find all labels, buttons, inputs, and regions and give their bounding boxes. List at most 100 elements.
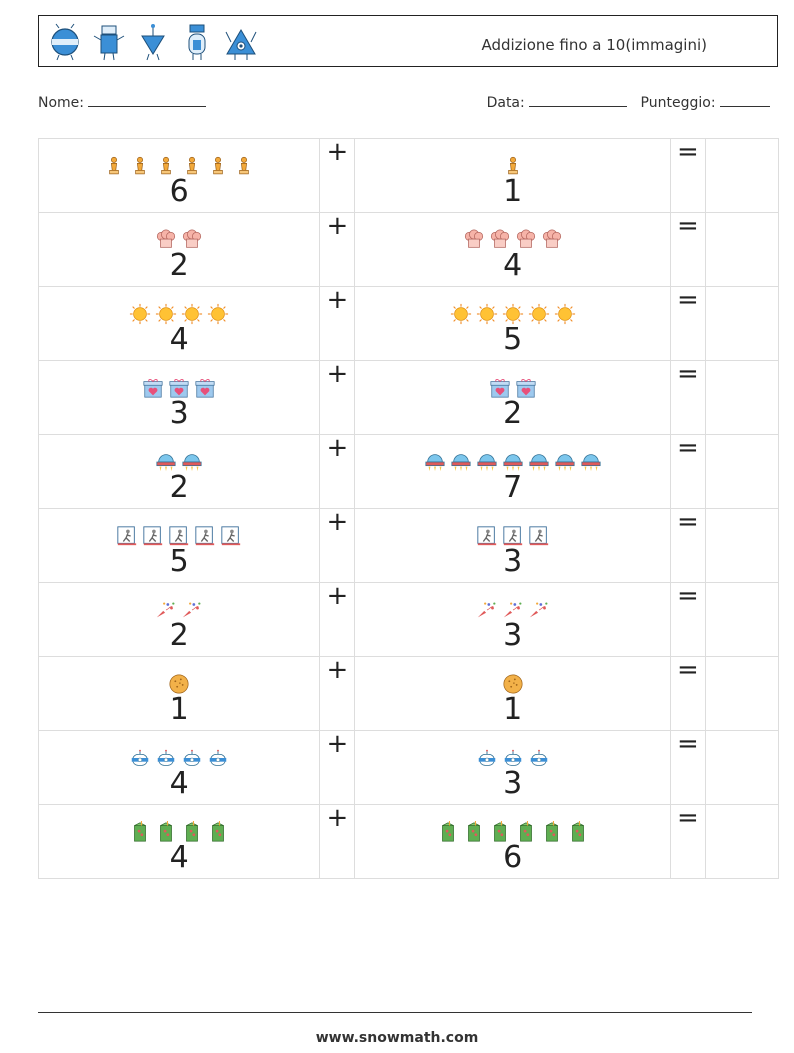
right-picture-group bbox=[355, 815, 669, 845]
equals-cell: = bbox=[669, 137, 706, 213]
answer-cell[interactable] bbox=[704, 656, 780, 731]
left-operand-cell: 6 bbox=[37, 138, 321, 213]
exit-sign-icon bbox=[528, 525, 550, 549]
name-label: Nome: bbox=[38, 95, 85, 111]
ufo-icon bbox=[181, 451, 203, 475]
answer-cell[interactable] bbox=[704, 508, 780, 583]
sun-icon bbox=[476, 303, 498, 327]
equals-cell: = bbox=[669, 582, 706, 657]
right-number: 5 bbox=[503, 322, 523, 357]
answer-cell[interactable] bbox=[704, 138, 780, 213]
score-label: Punteggio: bbox=[640, 95, 716, 111]
left-operand-cell: 2 bbox=[37, 582, 321, 657]
equals-cell: = bbox=[669, 211, 706, 287]
right-operand-cell: 3 bbox=[354, 508, 671, 583]
equals-cell: = bbox=[669, 434, 706, 509]
plus-sign: + bbox=[326, 581, 349, 611]
plus-sign: + bbox=[326, 137, 349, 167]
left-operand-cell: 4 bbox=[37, 286, 321, 361]
left-operand-cell: 2 bbox=[37, 212, 321, 287]
ufo-icon bbox=[155, 451, 177, 475]
juice-box-icon bbox=[567, 821, 589, 845]
left-number: 5 bbox=[169, 544, 189, 579]
party-popper-icon bbox=[181, 599, 203, 623]
exit-sign-icon bbox=[502, 525, 524, 549]
answer-cell[interactable] bbox=[704, 434, 780, 509]
plus-cell: + bbox=[319, 656, 356, 731]
robot-icons-group bbox=[47, 22, 259, 62]
robot-eye-icon bbox=[225, 29, 257, 60]
left-picture-group bbox=[39, 741, 319, 771]
equals-cell: = bbox=[669, 730, 706, 805]
left-picture-group bbox=[39, 297, 319, 327]
equals-sign: = bbox=[676, 211, 699, 241]
date-blank[interactable] bbox=[529, 92, 628, 107]
left-picture-group bbox=[39, 667, 319, 697]
right-picture-group bbox=[355, 667, 669, 697]
score-blank[interactable] bbox=[720, 92, 770, 107]
problem-row: 3 +2 = bbox=[37, 360, 780, 435]
equals-sign: = bbox=[676, 137, 699, 167]
plus-cell: + bbox=[319, 137, 356, 213]
name-field: Nome: bbox=[38, 92, 207, 111]
date-score-group: Data: Punteggio: bbox=[487, 92, 770, 111]
juice-box-icon bbox=[181, 821, 203, 845]
juice-box-icon bbox=[155, 821, 177, 845]
chess-pawn-icon bbox=[181, 155, 203, 179]
gift-box-icon bbox=[515, 377, 537, 401]
ufo-icon bbox=[502, 451, 524, 475]
plus-sign: + bbox=[326, 803, 349, 833]
answer-cell[interactable] bbox=[704, 286, 780, 361]
right-number: 2 bbox=[503, 396, 523, 431]
answer-cell[interactable] bbox=[704, 360, 780, 435]
problems-table: 6 +1 = 2 +4 = 4 +5 = 3 +2 = 2 +7 = 5 +3 = 2 +3 = 1 +1 = 4 +3 = 4 +6 = bbox=[37, 137, 780, 879]
answer-cell[interactable] bbox=[704, 730, 780, 805]
left-number: 2 bbox=[169, 470, 189, 505]
sun-icon bbox=[129, 303, 151, 327]
left-operand-cell: 3 bbox=[37, 360, 321, 435]
exit-sign-icon bbox=[476, 525, 498, 549]
chef-hat-icon bbox=[489, 229, 511, 253]
robot-head-icon bbox=[528, 747, 550, 771]
plus-cell: + bbox=[319, 581, 356, 657]
problem-row: 4 +3 = bbox=[37, 730, 780, 805]
answer-cell[interactable] bbox=[704, 212, 780, 287]
gift-box-icon bbox=[168, 377, 190, 401]
left-picture-group bbox=[39, 519, 319, 549]
robot-round-icon bbox=[51, 23, 79, 61]
left-picture-group bbox=[39, 445, 319, 475]
left-operand-cell: 1 bbox=[37, 656, 321, 731]
plus-cell: + bbox=[319, 803, 356, 879]
juice-box-icon bbox=[129, 821, 151, 845]
plus-cell: + bbox=[319, 285, 356, 361]
robot-head-icon bbox=[129, 747, 151, 771]
answer-cell[interactable] bbox=[704, 804, 780, 879]
right-number: 1 bbox=[503, 174, 523, 209]
gift-box-icon bbox=[142, 377, 164, 401]
robot-triangle-icon bbox=[141, 24, 165, 61]
robot-capsule-icon bbox=[188, 24, 206, 60]
equals-cell: = bbox=[669, 656, 706, 731]
problem-row: 5 +3 = bbox=[37, 508, 780, 583]
robot-head-icon bbox=[502, 747, 524, 771]
plus-sign: + bbox=[326, 285, 349, 315]
problem-row: 4 +6 = bbox=[37, 803, 780, 879]
robot-tall-icon bbox=[93, 25, 125, 61]
plus-cell: + bbox=[319, 433, 356, 509]
ufo-icon bbox=[450, 451, 472, 475]
right-number: 1 bbox=[503, 692, 523, 727]
left-number: 2 bbox=[169, 618, 189, 653]
equals-cell: = bbox=[669, 804, 706, 879]
ufo-icon bbox=[580, 451, 602, 475]
answer-cell[interactable] bbox=[704, 582, 780, 657]
juice-box-icon bbox=[541, 821, 563, 845]
name-blank[interactable] bbox=[88, 92, 207, 107]
robot-head-icon bbox=[207, 747, 229, 771]
right-operand-cell: 3 bbox=[354, 730, 671, 805]
right-number: 7 bbox=[503, 470, 523, 505]
info-row: Nome: Data: Punteggio: bbox=[38, 92, 778, 114]
right-number: 6 bbox=[503, 840, 523, 875]
right-picture-group bbox=[355, 741, 669, 771]
plus-sign: + bbox=[326, 433, 349, 463]
chess-pawn-icon bbox=[207, 155, 229, 179]
